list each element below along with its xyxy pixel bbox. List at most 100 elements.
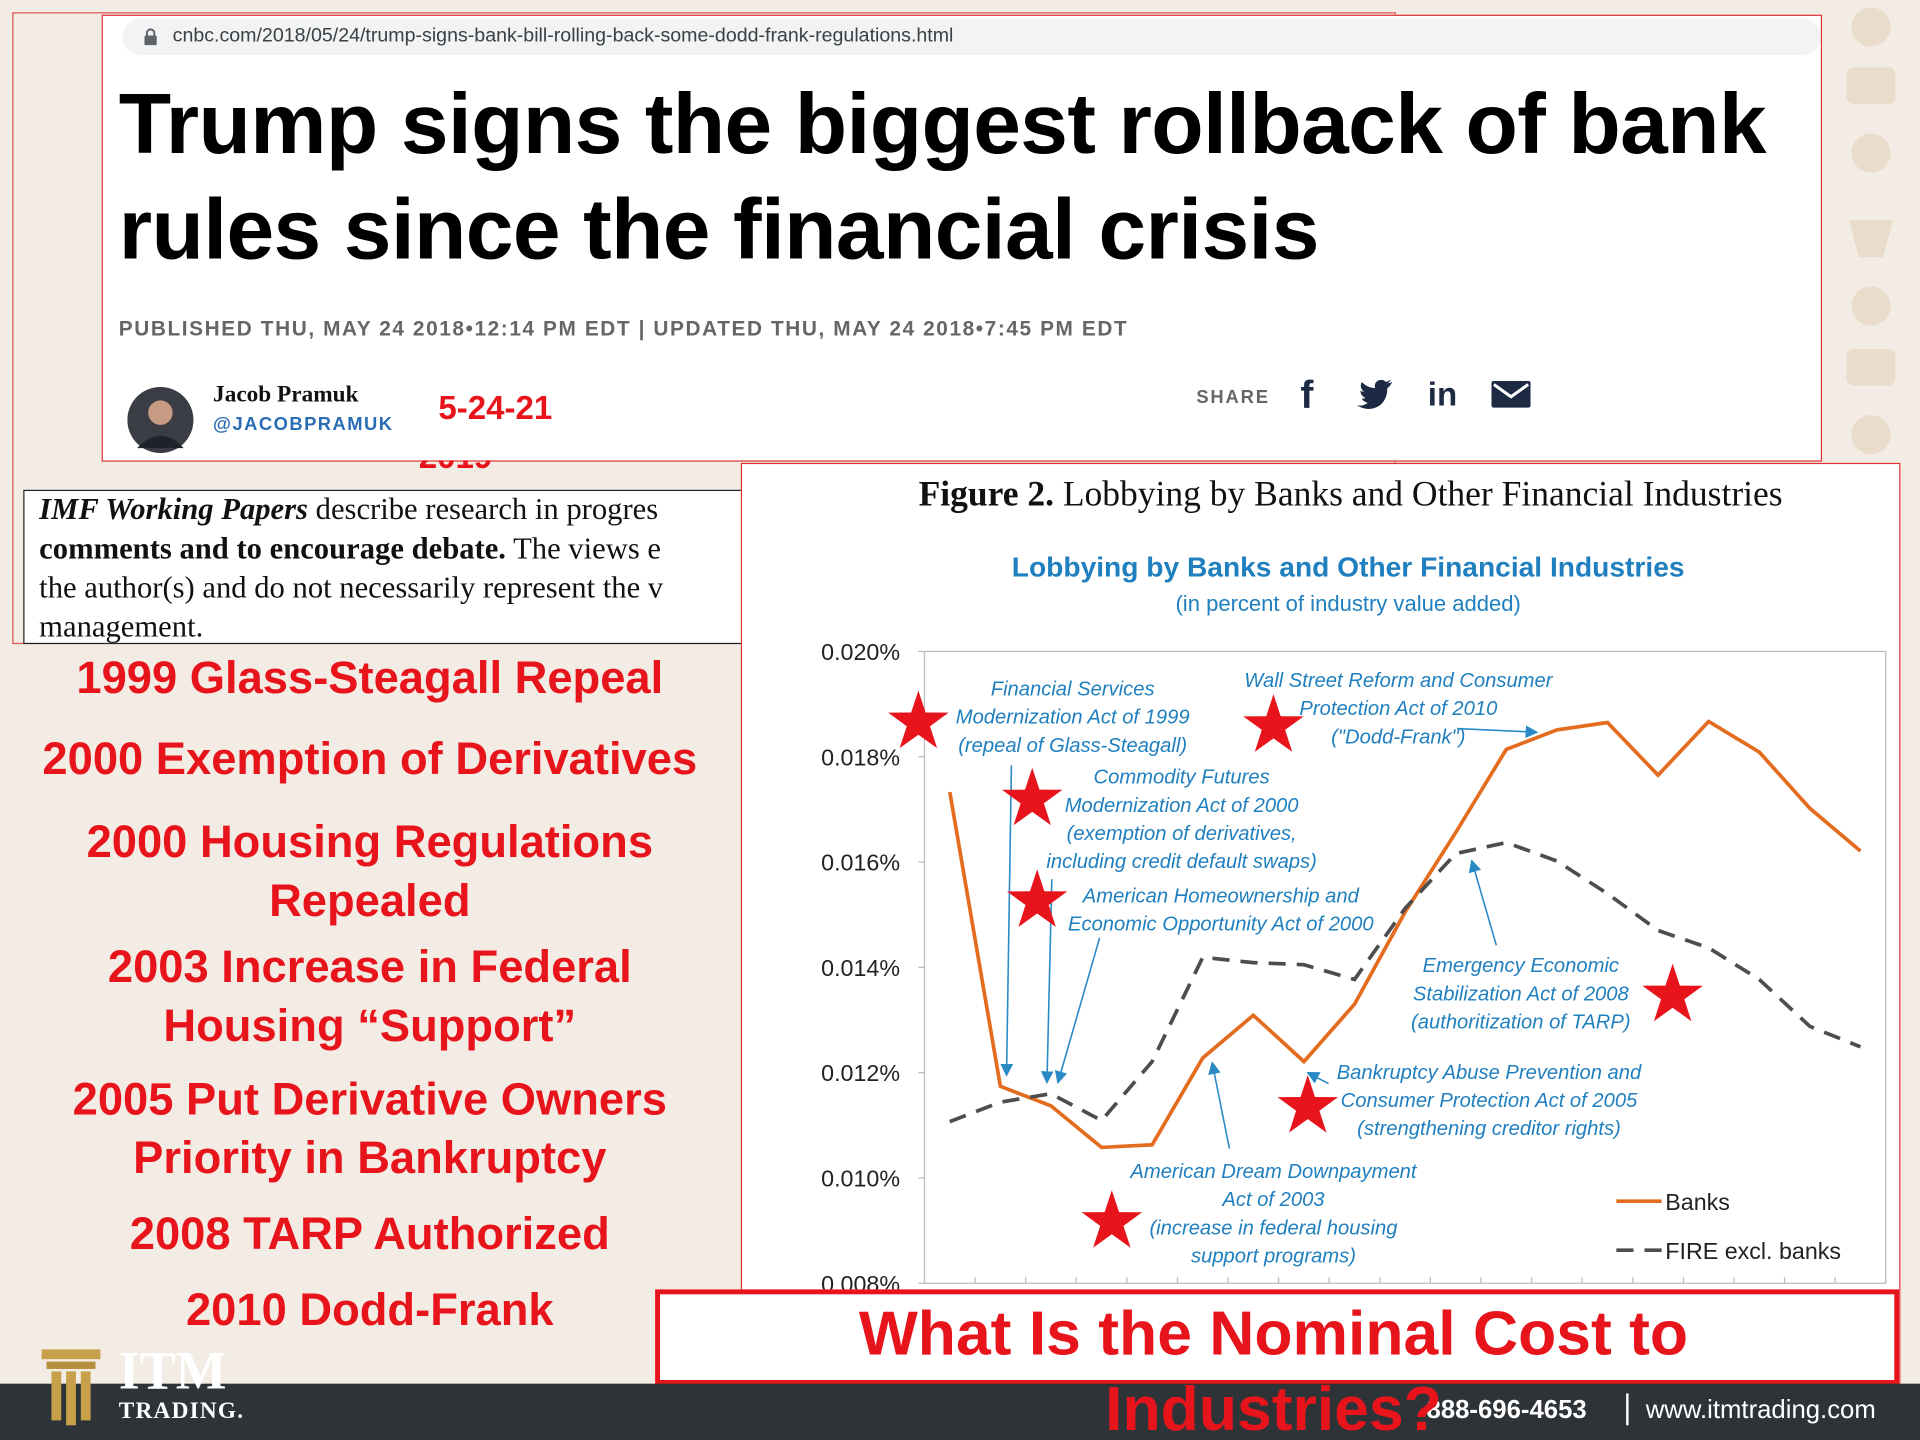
author-name: Jacob Pramuk	[213, 382, 359, 408]
chart-body: Figure 2. Lobbying by Banks and Other Fi…	[821, 474, 1887, 1297]
imf-text: IMF Working Papers describe research in …	[39, 491, 747, 645]
imf-regular: the author(s) and do not necessarily rep…	[39, 571, 664, 605]
annotation: (repeal of Glass-Steagall)	[958, 735, 1187, 757]
note-year: 2019	[419, 460, 505, 472]
annotation: Modernization Act of 2000	[1065, 795, 1300, 817]
annotation: (increase in federal housing	[1149, 1217, 1398, 1239]
twitter-icon	[1356, 379, 1393, 409]
separator	[1626, 1393, 1629, 1426]
annotation: Financial Services	[991, 679, 1155, 701]
logo-icon	[41, 1349, 101, 1426]
url-bar: cnbc.com/2018/05/24/trump-signs-bank-bil…	[122, 18, 1821, 56]
background-pattern	[1846, 7, 1896, 455]
annotation: Emergency Economic	[1423, 955, 1619, 977]
note-date: 5-24-21	[438, 389, 553, 427]
annotation: Act of 2003	[1221, 1189, 1325, 1211]
author-avatar	[127, 386, 194, 454]
annotation: support programs)	[1191, 1245, 1356, 1267]
y-tick-label: 0.020%	[821, 639, 900, 665]
legend-label: Banks	[1665, 1189, 1730, 1215]
annotation: Modernization Act of 1999	[956, 707, 1190, 729]
imf-bold: IMF Working Papers	[39, 493, 308, 527]
article-card: cnbc.com/2018/05/24/trump-signs-bank-bil…	[101, 14, 1823, 462]
y-tick-label: 0.016%	[821, 850, 900, 876]
url: cnbc.com/2018/05/24/trump-signs-bank-bil…	[172, 25, 954, 47]
star	[1081, 1190, 1143, 1248]
y-tick-label: 0.012%	[821, 1060, 900, 1086]
headline: Trump signs the biggest rollback of bank…	[118, 75, 1767, 277]
arrow	[1054, 937, 1101, 1084]
imf-line: IMF Working Papers describe research in …	[39, 491, 747, 530]
annotation: Economic Opportunity Act of 2000	[1068, 914, 1374, 936]
note-year-clip: 2019	[419, 460, 505, 472]
annotation: including credit default swaps)	[1046, 851, 1316, 873]
question: What Is the Nominal Cost to Industries?	[858, 1297, 1689, 1440]
facebook-icon: f	[1300, 372, 1314, 417]
series-line	[947, 719, 1862, 1150]
star	[1243, 694, 1304, 752]
figure-name: Lobbying by Banks and Other Financial In…	[1063, 474, 1783, 514]
y-tick-label: 0.014%	[821, 955, 900, 981]
legend-label: FIRE excl. banks	[1665, 1238, 1841, 1264]
annotation: American Dream Downpayment	[1129, 1161, 1417, 1183]
imf-bold: comments and to encourage debate.	[39, 532, 506, 566]
annotation: Wall Street Reform and Consumer	[1244, 670, 1553, 692]
mail-icon	[1491, 380, 1531, 408]
y-tick-label: 0.010%	[821, 1166, 900, 1192]
imf-regular: describe research in progres	[307, 493, 659, 527]
timeline-item: 1999 Glass-Steagall Repeal	[76, 652, 664, 703]
chart: Figure 2. Lobbying by Banks and Other Fi…	[821, 474, 1887, 1297]
chart-title: Lobbying by Banks and Other Financial In…	[1012, 552, 1685, 583]
annotation: (strengthening creditor rights)	[1357, 1118, 1621, 1140]
timeline-item: 2000 Housing Regulations Repealed	[86, 816, 654, 926]
annotation: (exemption of derivatives,	[1067, 823, 1297, 845]
arrow	[1306, 1071, 1329, 1085]
timeline-item: 2000 Exemption of Derivatives	[42, 733, 698, 784]
star	[1277, 1075, 1338, 1133]
author-handle: @JACOBPRAMUK	[213, 413, 394, 435]
figure-label: Figure 2.	[919, 474, 1054, 514]
timeline-item: 2003 Increase in Federal Housing “Suppor…	[107, 941, 632, 1051]
footer-bar	[0, 1383, 1920, 1440]
timeline-item: 2005 Put Derivative Owners Priority in B…	[72, 1073, 667, 1183]
annotation: ("Dodd-Frank")	[1331, 726, 1465, 748]
annotation: (authoritization of TARP)	[1411, 1012, 1631, 1034]
series-line	[949, 840, 1862, 1124]
annotation: Commodity Futures	[1094, 767, 1270, 789]
annotation: Protection Act of 2010	[1299, 698, 1498, 720]
annotation: Consumer Protection Act of 2005	[1341, 1090, 1638, 1112]
imf-box: IMF Working Papers describe research in …	[23, 489, 749, 645]
timeline-item: 2008 TARP Authorized	[129, 1208, 610, 1259]
y-tick-label: 0.018%	[821, 744, 900, 770]
annotation: Stabilization Act of 2008	[1413, 983, 1630, 1005]
chart-subtitle: (in percent of industry value added)	[1175, 591, 1520, 616]
star	[1006, 869, 1068, 927]
star	[888, 690, 949, 749]
imf-line: management.	[39, 609, 747, 645]
logo-top: ITM	[118, 1340, 227, 1401]
star	[1642, 963, 1703, 1022]
timeline-item: 2010 Dodd-Frank	[185, 1284, 554, 1335]
arrow	[1000, 765, 1014, 1077]
arrow	[1468, 859, 1498, 946]
logo-bottom: TRADING.	[118, 1398, 245, 1425]
lock-icon	[144, 28, 157, 46]
figure-title: Figure 2. Lobbying by Banks and Other Fi…	[919, 474, 1783, 514]
annotation: American Homeownership and	[1082, 885, 1360, 907]
phone: 888-696-4653	[1426, 1395, 1587, 1425]
share-label: SHARE	[1196, 386, 1270, 408]
imf-line: the author(s) and do not necessarily rep…	[39, 569, 747, 608]
annotation-arrows	[1000, 725, 1539, 1149]
linkedin-icon: in	[1427, 375, 1458, 413]
dateline: PUBLISHED THU, MAY 24 2018•12:14 PM EDT …	[118, 317, 1129, 341]
imf-regular: management.	[39, 611, 204, 645]
annotation: Bankruptcy Abuse Prevention and	[1337, 1062, 1642, 1084]
question-box	[655, 1289, 1900, 1385]
imf-regular: The views e	[505, 532, 661, 566]
arrow	[1208, 1061, 1231, 1149]
imf-line: comments and to encourage debate. The vi…	[39, 530, 747, 569]
arrow	[1457, 725, 1539, 739]
website: www.itmtrading.com	[1645, 1395, 1876, 1425]
